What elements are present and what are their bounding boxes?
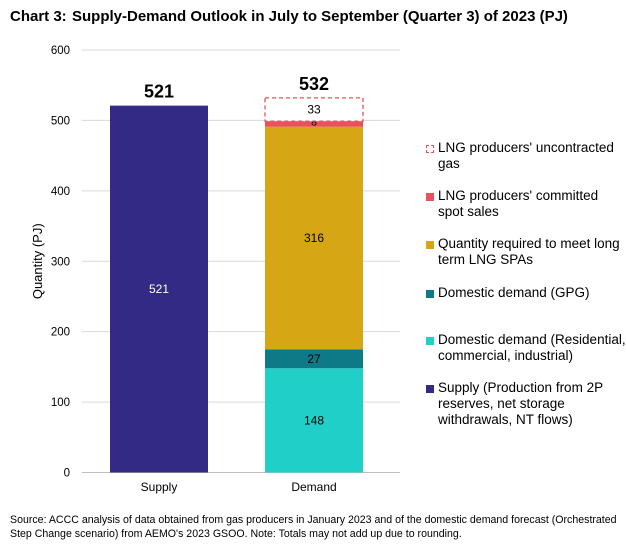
y-tick-label: 300: [51, 256, 70, 268]
legend-label: Domestic demand (Residential, commercial…: [438, 332, 626, 363]
legend-swatch: [426, 241, 434, 249]
y-tick-label: 400: [51, 186, 70, 198]
y-tick-label: 100: [51, 397, 70, 409]
data-label: 521: [149, 282, 169, 296]
y-tick-label: 600: [51, 45, 70, 57]
chart-plot: 0 100 200 300 400 500 600 Quantity (PJ) Supply De…: [30, 45, 400, 494]
chart-title: Chart 3: Supply-Demand Outlook in July to…: [10, 8, 568, 25]
legend-swatch: [426, 145, 434, 153]
data-label: 27: [307, 352, 321, 366]
bar-segment: [265, 121, 363, 127]
bar-segment: [265, 126, 363, 350]
bar-segment: [110, 105, 208, 473]
legend-label: Supply (Production from 2P reserves, net…: [438, 380, 603, 427]
y-tick-label: 500: [51, 115, 70, 127]
data-label: 8: [311, 116, 317, 128]
legend-label: Domestic demand (GPG): [438, 285, 590, 300]
legend-swatch: [426, 193, 434, 201]
data-label: 148: [304, 413, 324, 427]
chart-title-text: Supply-Demand Outlook in July to Septemb…: [72, 8, 568, 25]
bar-segment: [265, 368, 363, 473]
bar-total-label: 532: [299, 74, 329, 94]
legend-label: Quantity required to meet long term LNG …: [438, 236, 620, 267]
legend-swatch: [426, 337, 434, 345]
bar-total-label: 521: [144, 82, 174, 102]
y-tick-label: 0: [64, 468, 70, 480]
x-tick-label: Supply: [141, 480, 178, 494]
legend-swatch: [426, 290, 434, 298]
legend-label: LNG producers' committed spot sales: [438, 188, 599, 219]
x-tick-label: Demand: [291, 480, 336, 494]
y-axis-label: Quantity (PJ): [30, 223, 45, 299]
chart-number: Chart 3:: [10, 8, 67, 25]
data-label: 33: [307, 103, 321, 117]
legend-swatch: [426, 385, 434, 393]
y-tick-label: 200: [51, 327, 70, 339]
bar-segment: [265, 349, 363, 369]
source-note: Source: ACCC analysis of data obtained f…: [10, 514, 617, 540]
data-label: 316: [304, 231, 324, 245]
legend-label: LNG producers' uncontracted gas: [438, 140, 614, 171]
bar-segment: [264, 97, 364, 122]
